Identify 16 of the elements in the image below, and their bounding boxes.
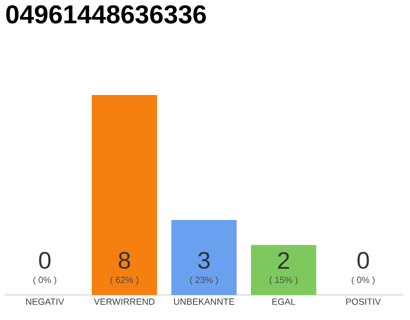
x-tick-label: VERWIRREND xyxy=(94,298,155,305)
data-label: 8 xyxy=(118,252,130,269)
annotation: ( 23% ) xyxy=(190,276,218,285)
x-tick-label: EGAL xyxy=(272,298,296,305)
annotation: ( 0% ) xyxy=(352,276,375,285)
data-label: 2 xyxy=(278,252,290,269)
data-label: 3 xyxy=(198,252,210,269)
annotation: ( 62% ) xyxy=(110,276,138,285)
annotation: ( 15% ) xyxy=(270,276,298,285)
data-label: 0 xyxy=(357,252,369,269)
x-tick-label: NEGATIV xyxy=(26,298,64,305)
data-label: 0 xyxy=(39,252,51,269)
x-tick-label: POSITIV xyxy=(346,298,381,305)
annotation: ( 0% ) xyxy=(33,276,56,285)
chart-title: 04961448636336 xyxy=(6,5,206,24)
x-tick-label: UNBEKANNTE xyxy=(174,298,234,305)
